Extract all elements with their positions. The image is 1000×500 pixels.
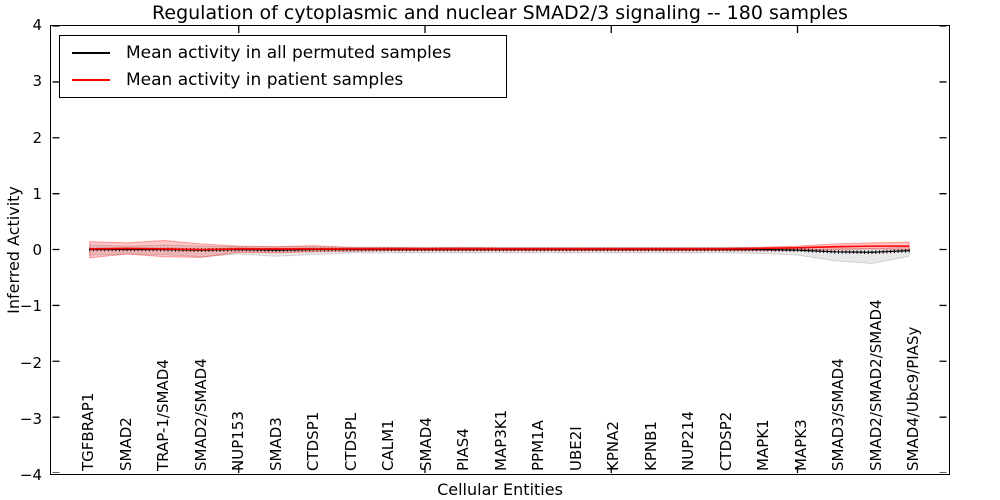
- x-tick-label: SMAD4: [416, 417, 435, 471]
- axis-tick-marks: [52, 26, 947, 473]
- x-tick-label: KPNA2: [604, 421, 622, 471]
- y-tick-label: 2: [32, 128, 42, 147]
- x-tick-label: MAPK1: [754, 419, 772, 471]
- legend-item-patient: Mean activity in patient samples: [72, 70, 506, 90]
- legend-line-permuted-icon: [72, 52, 110, 54]
- x-tick-label: SMAD2/SMAD2/SMAD4: [866, 299, 885, 471]
- x-tick-label: KPNB1: [641, 421, 660, 471]
- x-tick-label: MAP3K1: [491, 409, 510, 471]
- y-tick-label: −4: [19, 466, 42, 484]
- x-tick-label: CTDSPL: [341, 412, 360, 471]
- x-tick-label: SMAD2: [116, 417, 135, 471]
- x-tick-label: UBE2I: [566, 426, 585, 471]
- x-tick-label: NUP153: [229, 411, 247, 471]
- x-tick-label: CTDSP2: [716, 411, 735, 471]
- x-tick-label: SMAD4/Ubc9/PIASy: [904, 326, 922, 471]
- series-line-1: [89, 245, 910, 251]
- x-tick-label: PPM1A: [529, 420, 547, 471]
- x-tick-label: TGFBRAP1: [79, 392, 97, 471]
- chart-canvas: [52, 26, 947, 473]
- legend-label-patient: Mean activity in patient samples: [126, 70, 404, 90]
- x-tick-label: TRAP-1/SMAD4: [154, 359, 172, 471]
- plot-area: [50, 25, 950, 475]
- y-tick-label: −2: [19, 353, 42, 372]
- x-tick-label: NUP214: [679, 411, 697, 471]
- x-tick-label: SMAD3/SMAD4: [829, 358, 847, 471]
- y-tick-label: 1: [32, 184, 42, 203]
- legend-line-patient-icon: [72, 79, 110, 81]
- y-axis-label: Inferred Activity: [4, 186, 23, 314]
- y-tick-label: 4: [32, 16, 42, 34]
- y-tick-label: 3: [32, 72, 42, 91]
- legend: Mean activity in all permuted samples Me…: [59, 35, 507, 98]
- x-tick-label: CTDSP1: [304, 411, 322, 471]
- chart-title: Regulation of cytoplasmic and nuclear SM…: [152, 2, 848, 24]
- x-tick-label: PIAS4: [454, 428, 472, 471]
- y-tick-label: −1: [19, 297, 42, 316]
- y-tick-label: 0: [32, 241, 42, 259]
- x-tick-label: MAPK3: [791, 419, 810, 471]
- legend-label-permuted: Mean activity in all permuted samples: [126, 43, 452, 63]
- legend-item-permuted: Mean activity in all permuted samples: [72, 43, 506, 63]
- y-tick-label: −3: [19, 409, 42, 428]
- x-tick-label: CALM1: [379, 419, 397, 471]
- x-tick-label: SMAD3: [266, 417, 285, 471]
- x-tick-label: SMAD2/SMAD4: [191, 358, 210, 471]
- x-axis-label: Cellular Entities: [437, 480, 563, 499]
